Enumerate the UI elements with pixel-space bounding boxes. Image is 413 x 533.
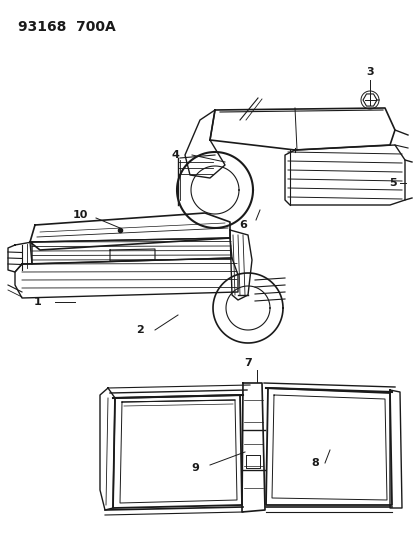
- Polygon shape: [213, 273, 282, 343]
- Polygon shape: [30, 213, 230, 250]
- Polygon shape: [230, 230, 252, 300]
- Text: 8: 8: [311, 458, 318, 468]
- Polygon shape: [113, 395, 242, 508]
- Text: 2: 2: [136, 325, 144, 335]
- Polygon shape: [389, 390, 401, 508]
- Text: 7: 7: [244, 358, 251, 368]
- Text: 4: 4: [171, 150, 178, 160]
- Polygon shape: [30, 238, 231, 264]
- Polygon shape: [284, 145, 404, 205]
- Polygon shape: [266, 388, 391, 505]
- Polygon shape: [177, 152, 252, 228]
- Polygon shape: [242, 383, 264, 512]
- Polygon shape: [209, 108, 394, 150]
- Text: 6: 6: [238, 220, 246, 230]
- Text: 1: 1: [34, 297, 42, 307]
- Text: 3: 3: [366, 67, 373, 77]
- Text: 9: 9: [191, 463, 199, 473]
- Text: 10: 10: [72, 210, 88, 220]
- Polygon shape: [8, 242, 32, 272]
- Polygon shape: [100, 388, 115, 510]
- Polygon shape: [15, 258, 237, 298]
- Text: 93168  700A: 93168 700A: [18, 20, 116, 34]
- Polygon shape: [185, 110, 224, 178]
- Text: 5: 5: [388, 178, 396, 188]
